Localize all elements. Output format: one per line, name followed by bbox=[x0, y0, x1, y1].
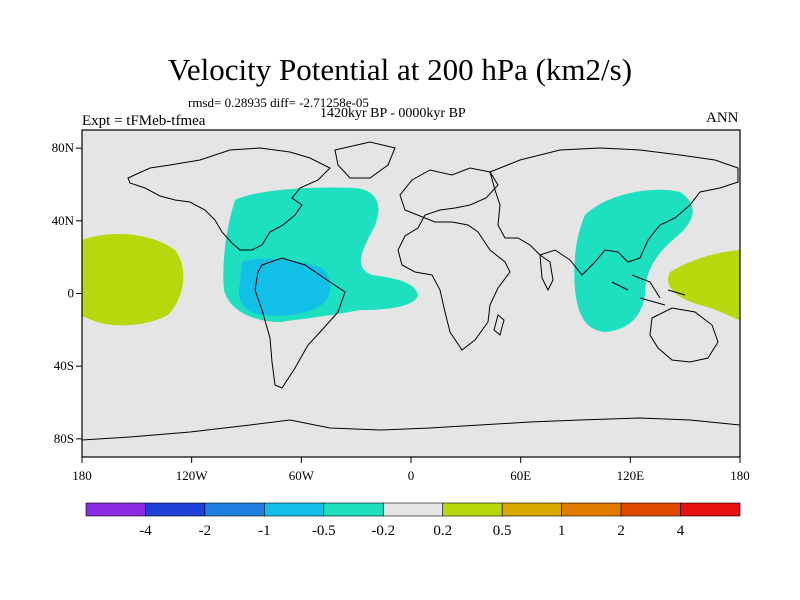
colorbar-label: 0.5 bbox=[493, 523, 512, 539]
stats-line: rmsd= 0.28935 diff= -2.71258e-05 bbox=[188, 95, 369, 110]
pacific-west-positive-core bbox=[82, 234, 184, 326]
colorbar-label: -0.5 bbox=[312, 523, 336, 539]
europe-africa-coast bbox=[397, 167, 511, 351]
colorbar-swatch bbox=[620, 502, 681, 517]
colorbar-label: -4 bbox=[139, 523, 152, 539]
lon-tick-label: 180 bbox=[72, 468, 92, 483]
colorbar-label: 2 bbox=[617, 523, 625, 539]
lon-tick-label: 60W bbox=[289, 468, 315, 483]
north-america-coast bbox=[127, 147, 331, 251]
lat-tick-label: 40S bbox=[54, 358, 74, 373]
lon-tick-label: 120E bbox=[617, 468, 645, 483]
india-coast bbox=[539, 253, 554, 292]
maritime-islands-coast bbox=[611, 274, 686, 306]
latitude-axis: 80N 40N 0 40S 80S bbox=[52, 140, 82, 446]
colorbar-swatch bbox=[382, 502, 444, 517]
americas-negative-core bbox=[238, 258, 331, 316]
west-pacific-positive-core bbox=[668, 250, 740, 320]
lat-tick-label: 0 bbox=[68, 286, 75, 301]
coastlines bbox=[82, 141, 740, 441]
colorbar-swatch bbox=[264, 502, 325, 517]
colorbar-swatch bbox=[680, 502, 741, 517]
experiment-label: Expt = tFMeb-tfmea bbox=[82, 113, 206, 129]
lon-tick-label: 180 bbox=[730, 468, 750, 483]
map-title: Velocity Potential at 200 hPa (km2/s) bbox=[167, 52, 633, 87]
colorbar-label: 1 bbox=[558, 523, 566, 539]
period-line: 1420kyr BP - 0000kyr BP bbox=[320, 106, 466, 121]
colorbar-swatch bbox=[145, 502, 206, 517]
shading-layer bbox=[82, 187, 740, 360]
colorbar: -4 -2 -1 -0.5 -0.2 0.2 0.5 1 2 4 bbox=[85, 502, 741, 539]
colorbar-label: 4 bbox=[677, 523, 685, 539]
colorbar-swatch bbox=[501, 502, 562, 517]
east-asia-negative-region bbox=[574, 189, 693, 332]
asia-coast bbox=[489, 147, 739, 276]
central-indian-positive-region bbox=[533, 284, 569, 312]
sw-indian-positive-region bbox=[477, 314, 535, 352]
season-label: ANN bbox=[706, 110, 739, 126]
longitude-axis: 180 120W 60W 0 60E 120E 180 bbox=[72, 457, 750, 483]
greenland-coast bbox=[334, 141, 396, 179]
lat-tick-label: 80N bbox=[52, 140, 75, 155]
lon-tick-label: 0 bbox=[408, 468, 415, 483]
colorbar-swatch bbox=[204, 502, 265, 517]
lat-tick-label: 40N bbox=[52, 213, 75, 228]
colorbar-label: -1 bbox=[258, 523, 271, 539]
lon-tick-label: 120W bbox=[176, 468, 209, 483]
colorbar-swatch bbox=[323, 502, 384, 517]
colorbar-label: -0.2 bbox=[371, 523, 395, 539]
lon-tick-label: 60E bbox=[510, 468, 531, 483]
colorbar-swatch bbox=[561, 502, 622, 517]
antarctica-coast bbox=[82, 417, 740, 441]
lat-tick-label: 80S bbox=[54, 431, 74, 446]
australia-coast bbox=[649, 307, 719, 363]
colorbar-swatch bbox=[85, 502, 146, 517]
colorbar-swatch bbox=[442, 502, 503, 517]
colorbar-label: 0.2 bbox=[433, 523, 452, 539]
south-america-coast bbox=[254, 257, 346, 389]
colorbar-label: -2 bbox=[199, 523, 212, 539]
madagascar-coast bbox=[493, 314, 505, 336]
